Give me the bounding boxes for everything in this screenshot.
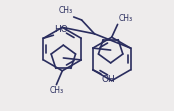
Text: CH₃: CH₃ xyxy=(49,86,64,95)
Text: CH₃: CH₃ xyxy=(119,14,133,23)
Text: HO: HO xyxy=(54,25,68,34)
Text: CH₃: CH₃ xyxy=(59,6,73,15)
Text: OH: OH xyxy=(102,75,116,84)
